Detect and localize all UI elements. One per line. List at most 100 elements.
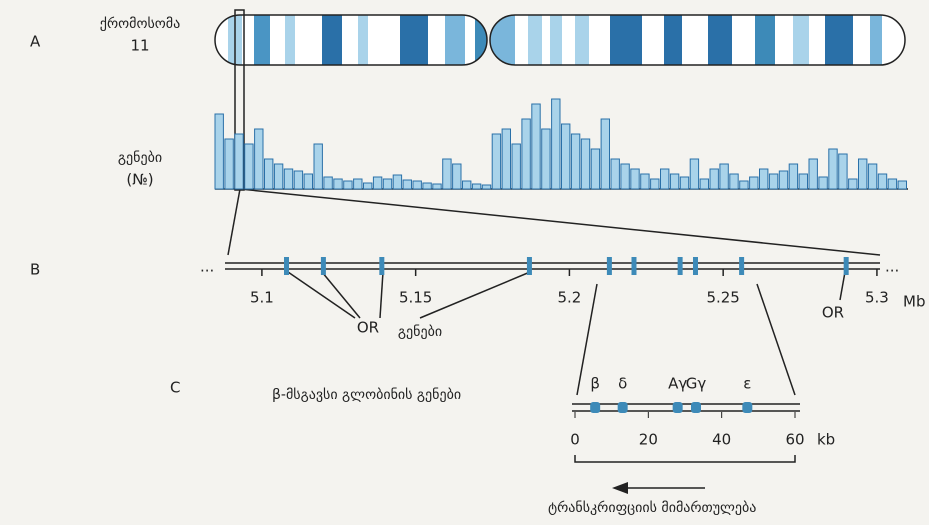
gene-name: Gγ [686,375,707,393]
density-bar [710,169,718,189]
x-tick-label: 5.15 [399,289,432,307]
density-bar [403,180,411,189]
density-bar [829,149,837,189]
density-bar [304,174,312,189]
density-bar [641,174,649,189]
density-bar [532,104,540,189]
genes-label: გენები [398,324,442,340]
density-bar [463,181,471,189]
density-bar [294,171,302,189]
globin-title: β-მსგავსი გლობინის გენები [272,387,461,403]
density-bar [730,174,738,189]
direction-label: ტრანსკრიფციის მიმართულება [548,499,756,516]
density-bar [839,154,847,189]
gene-name: Aγ [668,375,687,393]
unit-label: kb [817,431,835,449]
x-tick-label: 0 [570,431,580,449]
density-bar [601,119,609,189]
density-bar [225,139,233,189]
panel-label: C [170,379,180,397]
density-bar [661,169,669,189]
density-bar [235,134,243,189]
x-tick-label: 60 [785,431,804,449]
or-label: OR [357,319,379,337]
density-bar [502,129,510,189]
density-bar [443,159,451,189]
density-bar [670,174,678,189]
gene [742,402,752,413]
panel-label: A [30,33,41,51]
ellipsis: ... [885,258,899,276]
density-bar [393,175,401,189]
gene [844,257,849,275]
density-bar [651,179,659,189]
density-bar [611,159,619,189]
gene-name: δ [618,375,627,393]
gene [673,402,683,413]
density-bar [898,181,906,189]
density-bar [245,144,253,189]
density-bar [849,179,857,189]
x-tick-label: 20 [639,431,658,449]
density-bar [779,171,787,189]
density-bar [740,181,748,189]
density-bar [413,181,421,189]
or-label: OR [822,304,844,322]
ellipsis: ... [200,258,214,276]
density-bar [255,129,263,189]
chromosome-number: 11 [130,37,149,55]
gene [321,257,326,275]
density-bar [423,183,431,189]
density-bar [284,169,292,189]
x-tick-label: 5.25 [706,289,739,307]
density-bar [859,159,867,189]
density-bar [621,164,629,189]
density-bar [274,164,282,189]
density-unit: (№) [126,171,153,189]
density-bar [215,114,223,189]
density-bar [552,99,560,189]
density-bar [690,159,698,189]
density-bar [720,164,728,189]
density-bar [700,179,708,189]
density-bar [492,134,500,189]
density-bar [383,179,391,189]
density-bar [334,179,342,189]
density-bar [472,184,480,189]
density-label: გენები [118,150,162,166]
gene [631,257,636,275]
x-tick-label: 5.1 [250,289,274,307]
gene [691,402,701,413]
chromosome-label: ქრომოსომა [100,15,180,32]
density-bar [571,134,579,189]
density-bar [433,184,441,189]
gene [607,257,612,275]
density-bar [373,177,381,189]
density-bar [581,139,589,189]
gene [618,402,628,413]
density-bar [809,159,817,189]
density-bar [868,164,876,189]
gene [678,257,683,275]
density-bar [522,119,530,189]
gene [739,257,744,275]
gene [693,257,698,275]
density-bar [344,181,352,189]
density-bar [631,169,639,189]
gene [284,257,289,275]
unit-label: Mb [903,293,925,311]
density-bar [354,179,362,189]
density-bar [512,144,520,189]
density-bar [760,169,768,189]
density-bar [562,124,570,189]
density-bar [364,183,372,189]
gene [527,257,532,275]
density-bar [265,159,273,189]
density-bar [750,177,758,189]
density-bar [789,164,797,189]
x-tick-label: 5.3 [865,289,889,307]
density-bar [769,174,777,189]
gene-name: ε [743,375,751,393]
density-bar [591,149,599,189]
panel-label: B [30,261,40,279]
